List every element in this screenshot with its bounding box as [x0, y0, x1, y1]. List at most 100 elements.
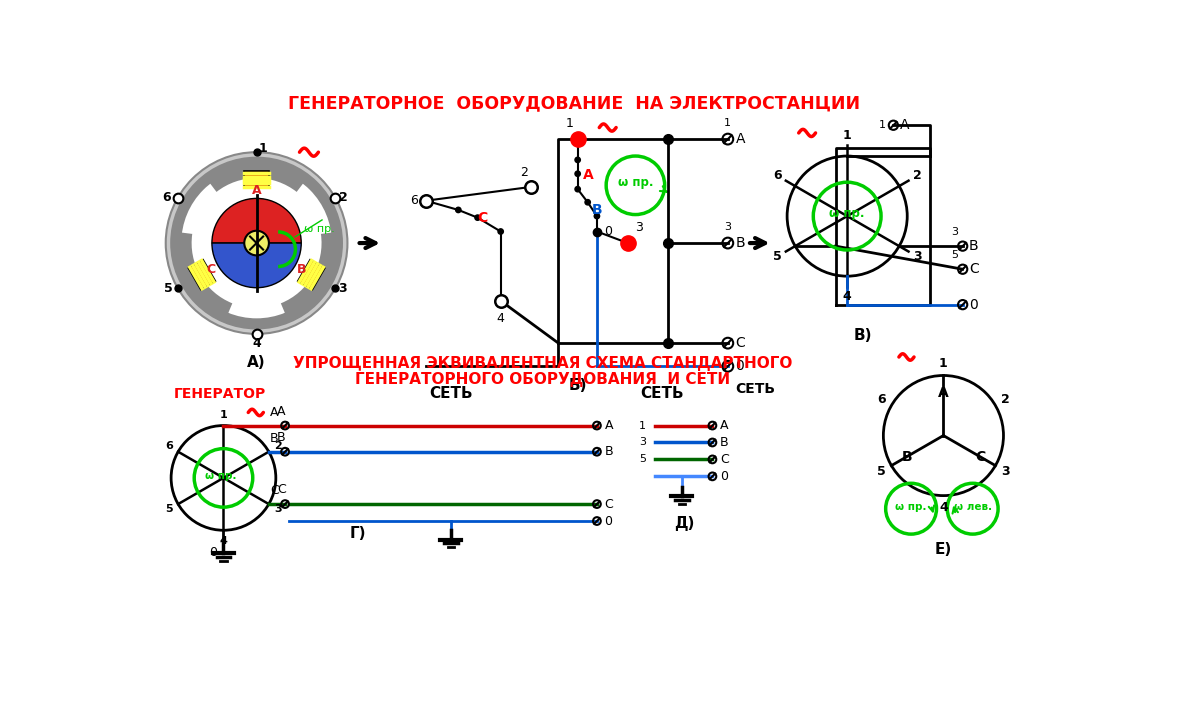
- Text: 1: 1: [843, 129, 851, 142]
- Text: B: B: [902, 449, 913, 464]
- Text: C: C: [720, 453, 729, 466]
- Text: 2: 2: [338, 191, 348, 204]
- Text: ω пр.: ω пр.: [829, 207, 865, 220]
- Text: A: A: [584, 168, 594, 182]
- Text: 1: 1: [566, 117, 574, 130]
- Text: 3: 3: [639, 437, 646, 447]
- Circle shape: [455, 207, 461, 212]
- Circle shape: [498, 229, 503, 234]
- Text: 3: 3: [951, 227, 959, 237]
- Text: 2: 2: [275, 442, 282, 452]
- Text: B: B: [270, 432, 278, 444]
- Text: 4: 4: [219, 536, 228, 546]
- Text: ω пр.: ω пр.: [304, 224, 335, 234]
- Text: B: B: [969, 239, 979, 253]
- Text: 3: 3: [275, 505, 282, 515]
- Text: 3: 3: [1001, 465, 1009, 478]
- Circle shape: [166, 152, 348, 334]
- Text: 6: 6: [165, 442, 173, 452]
- Text: 2: 2: [1001, 393, 1010, 406]
- Text: 4: 4: [938, 501, 948, 513]
- Text: ГЕНЕРАТОРНОГО ОБОРУДОВАНИЯ  И СЕТИ: ГЕНЕРАТОРНОГО ОБОРУДОВАНИЯ И СЕТИ: [355, 371, 731, 387]
- Text: 0: 0: [209, 546, 217, 559]
- Text: 3: 3: [724, 222, 731, 232]
- Polygon shape: [244, 171, 269, 188]
- Wedge shape: [212, 198, 302, 243]
- Text: 3: 3: [913, 250, 922, 263]
- Text: 1: 1: [878, 120, 885, 130]
- Text: 4: 4: [496, 312, 505, 324]
- Text: B: B: [720, 436, 729, 449]
- Text: А: А: [900, 119, 909, 132]
- Text: СЕТЬ: СЕТЬ: [736, 382, 776, 395]
- Text: 6: 6: [773, 169, 782, 182]
- Text: B: B: [605, 445, 613, 458]
- Text: С: С: [969, 262, 979, 276]
- Text: 4: 4: [843, 290, 851, 303]
- Text: C: C: [270, 484, 278, 497]
- Text: A: A: [270, 405, 278, 419]
- Text: ω пр.: ω пр.: [205, 471, 237, 481]
- Text: А: А: [736, 132, 745, 146]
- Text: 1: 1: [724, 119, 731, 129]
- Text: ω пр.: ω пр.: [618, 177, 653, 190]
- Text: B: B: [736, 236, 745, 250]
- Text: С: С: [736, 336, 745, 350]
- Text: 1: 1: [219, 410, 228, 420]
- Text: СЕТЬ: СЕТЬ: [429, 386, 473, 400]
- Text: 5: 5: [639, 454, 646, 464]
- Circle shape: [575, 187, 580, 192]
- Text: 5: 5: [165, 505, 172, 515]
- Text: 3: 3: [635, 221, 644, 234]
- Text: ГЕНЕРАТОРНОЕ  ОБОРУДОВАНИЕ  НА ЭЛЕКТРОСТАНЦИИ: ГЕНЕРАТОРНОЕ ОБОРУДОВАНИЕ НА ЭЛЕКТРОСТАН…: [288, 94, 859, 112]
- Text: 3: 3: [338, 282, 348, 295]
- Text: C: C: [605, 498, 613, 510]
- Text: 0: 0: [736, 359, 744, 373]
- Text: 0: 0: [605, 225, 613, 238]
- Text: Б): Б): [568, 378, 587, 393]
- Text: 5: 5: [951, 250, 959, 260]
- Circle shape: [585, 200, 591, 205]
- Text: 5: 5: [772, 250, 782, 263]
- Text: 0: 0: [969, 297, 977, 312]
- Text: B: B: [592, 203, 602, 217]
- Text: A: A: [938, 386, 949, 400]
- Polygon shape: [298, 260, 324, 290]
- Text: 0: 0: [605, 515, 613, 528]
- Circle shape: [475, 215, 480, 220]
- Text: 5: 5: [164, 282, 173, 295]
- Text: 5: 5: [877, 465, 885, 478]
- Text: Д): Д): [673, 516, 694, 531]
- Text: C: C: [206, 263, 216, 275]
- Text: C: C: [476, 211, 487, 224]
- Text: В): В): [854, 328, 871, 343]
- Text: B: B: [297, 263, 307, 275]
- Text: А): А): [248, 355, 266, 370]
- Text: ω лев.: ω лев.: [954, 502, 992, 512]
- Text: A: A: [605, 419, 613, 432]
- Wedge shape: [212, 243, 302, 288]
- Circle shape: [575, 171, 580, 177]
- Text: 6: 6: [410, 195, 419, 207]
- Polygon shape: [189, 260, 216, 290]
- Text: 2: 2: [520, 166, 528, 179]
- Text: Е): Е): [935, 542, 953, 557]
- Text: ω пр.: ω пр.: [895, 502, 927, 512]
- Text: A: A: [720, 419, 729, 432]
- Text: 6: 6: [162, 191, 171, 204]
- Text: 6: 6: [877, 393, 885, 406]
- Circle shape: [244, 231, 269, 256]
- Text: A: A: [277, 405, 285, 418]
- Circle shape: [575, 157, 580, 163]
- Text: C: C: [277, 484, 285, 496]
- Text: 0: 0: [720, 470, 729, 483]
- Text: 4: 4: [252, 337, 261, 349]
- Text: Г): Г): [350, 525, 367, 540]
- Text: СЕТЬ: СЕТЬ: [640, 386, 684, 400]
- Text: 1: 1: [258, 142, 268, 155]
- Text: 1: 1: [938, 357, 948, 371]
- Text: B: B: [277, 431, 285, 444]
- Text: C: C: [975, 449, 986, 464]
- Text: 1: 1: [639, 420, 646, 430]
- Circle shape: [594, 214, 600, 219]
